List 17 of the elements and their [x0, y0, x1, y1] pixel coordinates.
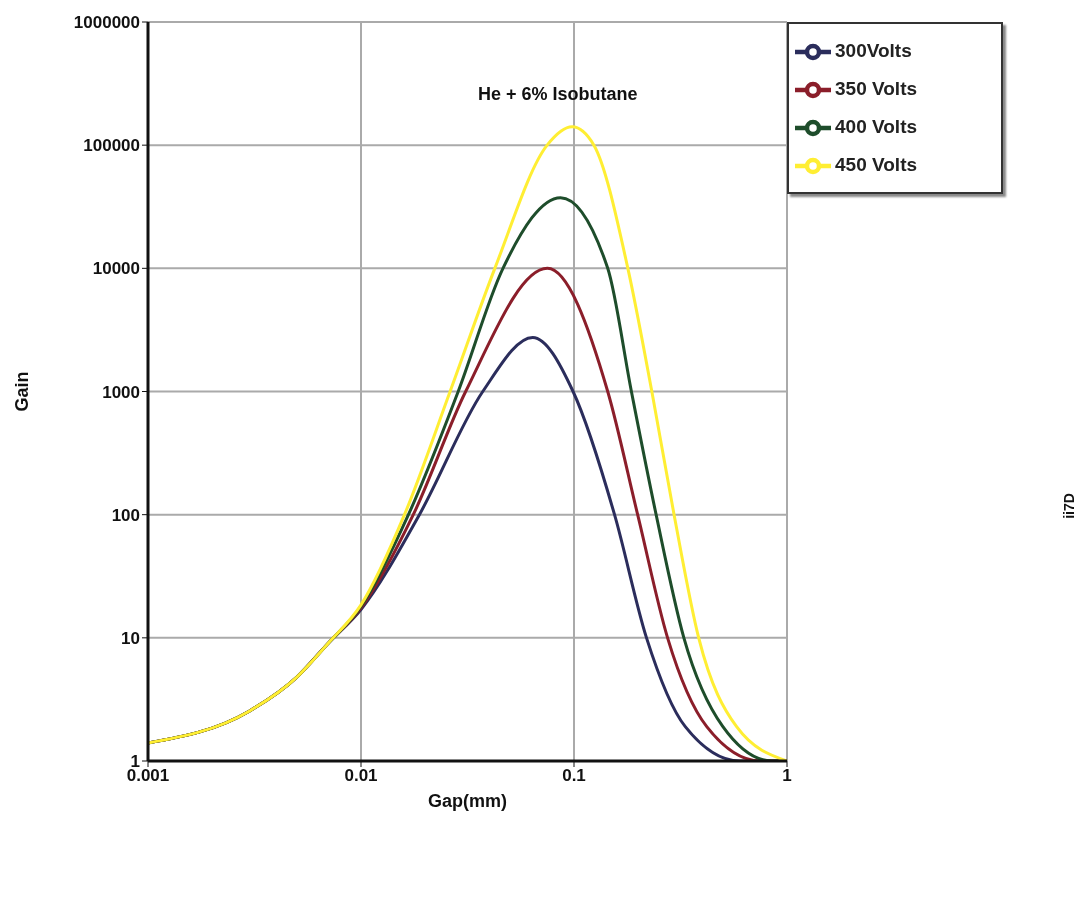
legend-label: 450 Volts	[835, 154, 918, 175]
text: He + 6% Isobutane	[478, 84, 638, 105]
x-tick-label: 0.01	[344, 766, 378, 786]
y-tick-label: 1000	[102, 382, 140, 402]
y-axis-title: Gain	[12, 371, 33, 412]
text: ii7D	[1061, 493, 1078, 519]
y-tick-label: 1000000	[73, 13, 140, 33]
y-tick-label: 10000	[92, 259, 140, 279]
legend-label: 300Volts	[835, 40, 912, 61]
x-tick-label: 0.1	[562, 766, 586, 786]
legend-label: 400 Volts	[835, 116, 918, 137]
y-tick-label: 100	[111, 505, 140, 525]
y-tick-label: 100000	[83, 136, 140, 156]
x-axis-title: Gap(mm)	[427, 791, 508, 811]
legend-label: 350 Volts	[835, 78, 918, 99]
x-tick-label: 1	[782, 766, 792, 786]
y-tick-label: 10	[121, 628, 140, 648]
